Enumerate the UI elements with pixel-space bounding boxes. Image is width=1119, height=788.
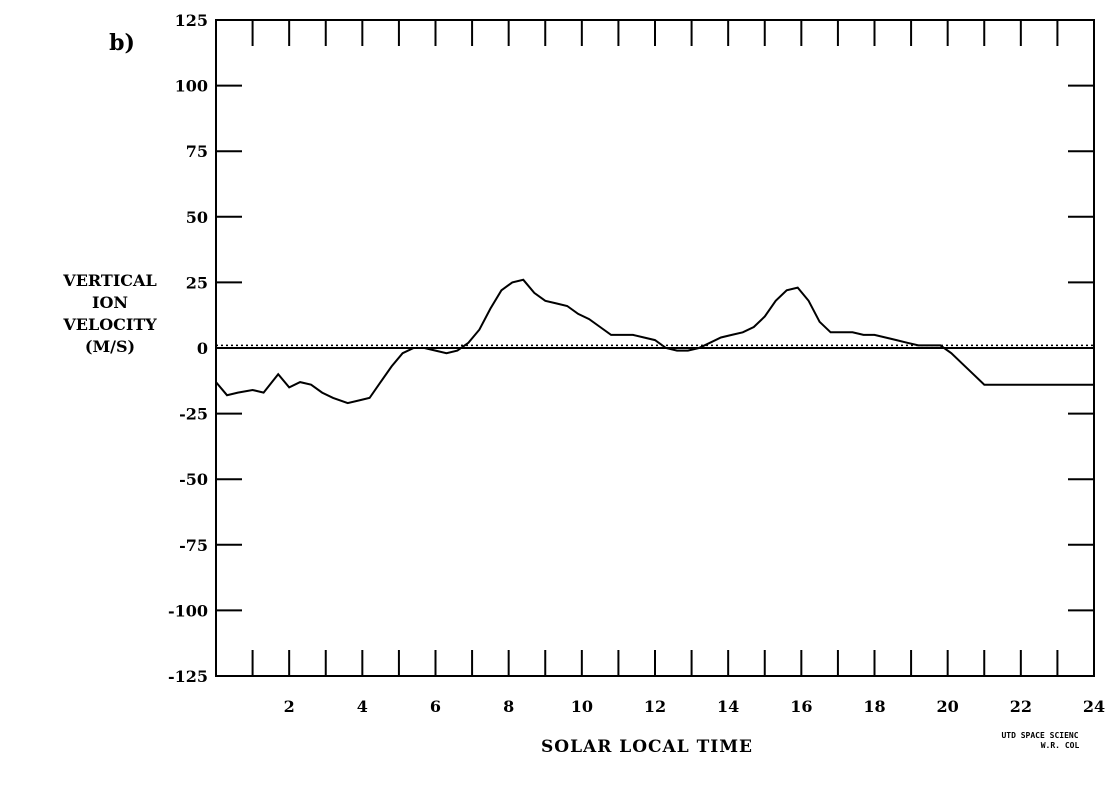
x-tick-label: 4 — [357, 697, 368, 716]
x-tick-label: 18 — [863, 697, 885, 716]
series-line-1 — [215, 278, 1094, 405]
y-tick-label: -125 — [168, 667, 208, 686]
x-tick-label: 10 — [571, 697, 593, 716]
y-tick-label: 0 — [197, 339, 208, 358]
x-axis-label: SOLAR LOCAL TIME — [541, 737, 753, 757]
y-tick-label: 25 — [186, 273, 208, 292]
y-tick-label: -50 — [179, 470, 208, 489]
x-tick-label: 8 — [503, 697, 514, 716]
credit: UTD SPACE SCIENC W.R. COL — [1001, 731, 1079, 750]
y-tick-label: -75 — [179, 536, 208, 555]
y-tick-label: -100 — [168, 601, 208, 620]
y-axis-label-line-3: VELOCITY — [62, 315, 157, 334]
y-tick-labels: 125 100 75 50 25 0 -25 -50 -75 -100 -125 — [168, 11, 208, 686]
credit-line-2: W.R. COL — [1041, 741, 1080, 750]
x-tick-label: 6 — [430, 697, 441, 716]
y-tick-label: 100 — [175, 77, 208, 96]
y-tick-label: 50 — [186, 208, 208, 227]
x-tick-label: 12 — [644, 697, 666, 716]
x-tick-label: 20 — [937, 697, 959, 716]
y-tick-label: 75 — [186, 142, 208, 161]
y-axis-label-line-4: (M/S) — [85, 337, 135, 356]
axis-ticks — [216, 20, 1094, 676]
credit-line-1: UTD SPACE SCIENC — [1001, 731, 1078, 740]
y-tick-label: -25 — [179, 405, 208, 424]
y-axis-label: VERTICAL ION VELOCITY (M/S) — [62, 271, 157, 356]
x-tick-labels: 2 4 6 8 10 12 14 16 18 20 22 24 — [284, 697, 1106, 716]
y-tick-label: 125 — [175, 11, 208, 30]
x-tick-label: 24 — [1083, 697, 1105, 716]
y-axis-label-line-1: VERTICAL — [62, 271, 156, 290]
x-tick-label: 2 — [284, 697, 295, 716]
x-tick-label: 22 — [1010, 697, 1032, 716]
series-layer — [215, 278, 1094, 405]
y-axis-label-line-2: ION — [92, 293, 128, 312]
x-tick-label: 16 — [790, 697, 812, 716]
panel-label: b) — [109, 30, 135, 56]
x-tick-label: 14 — [717, 697, 739, 716]
